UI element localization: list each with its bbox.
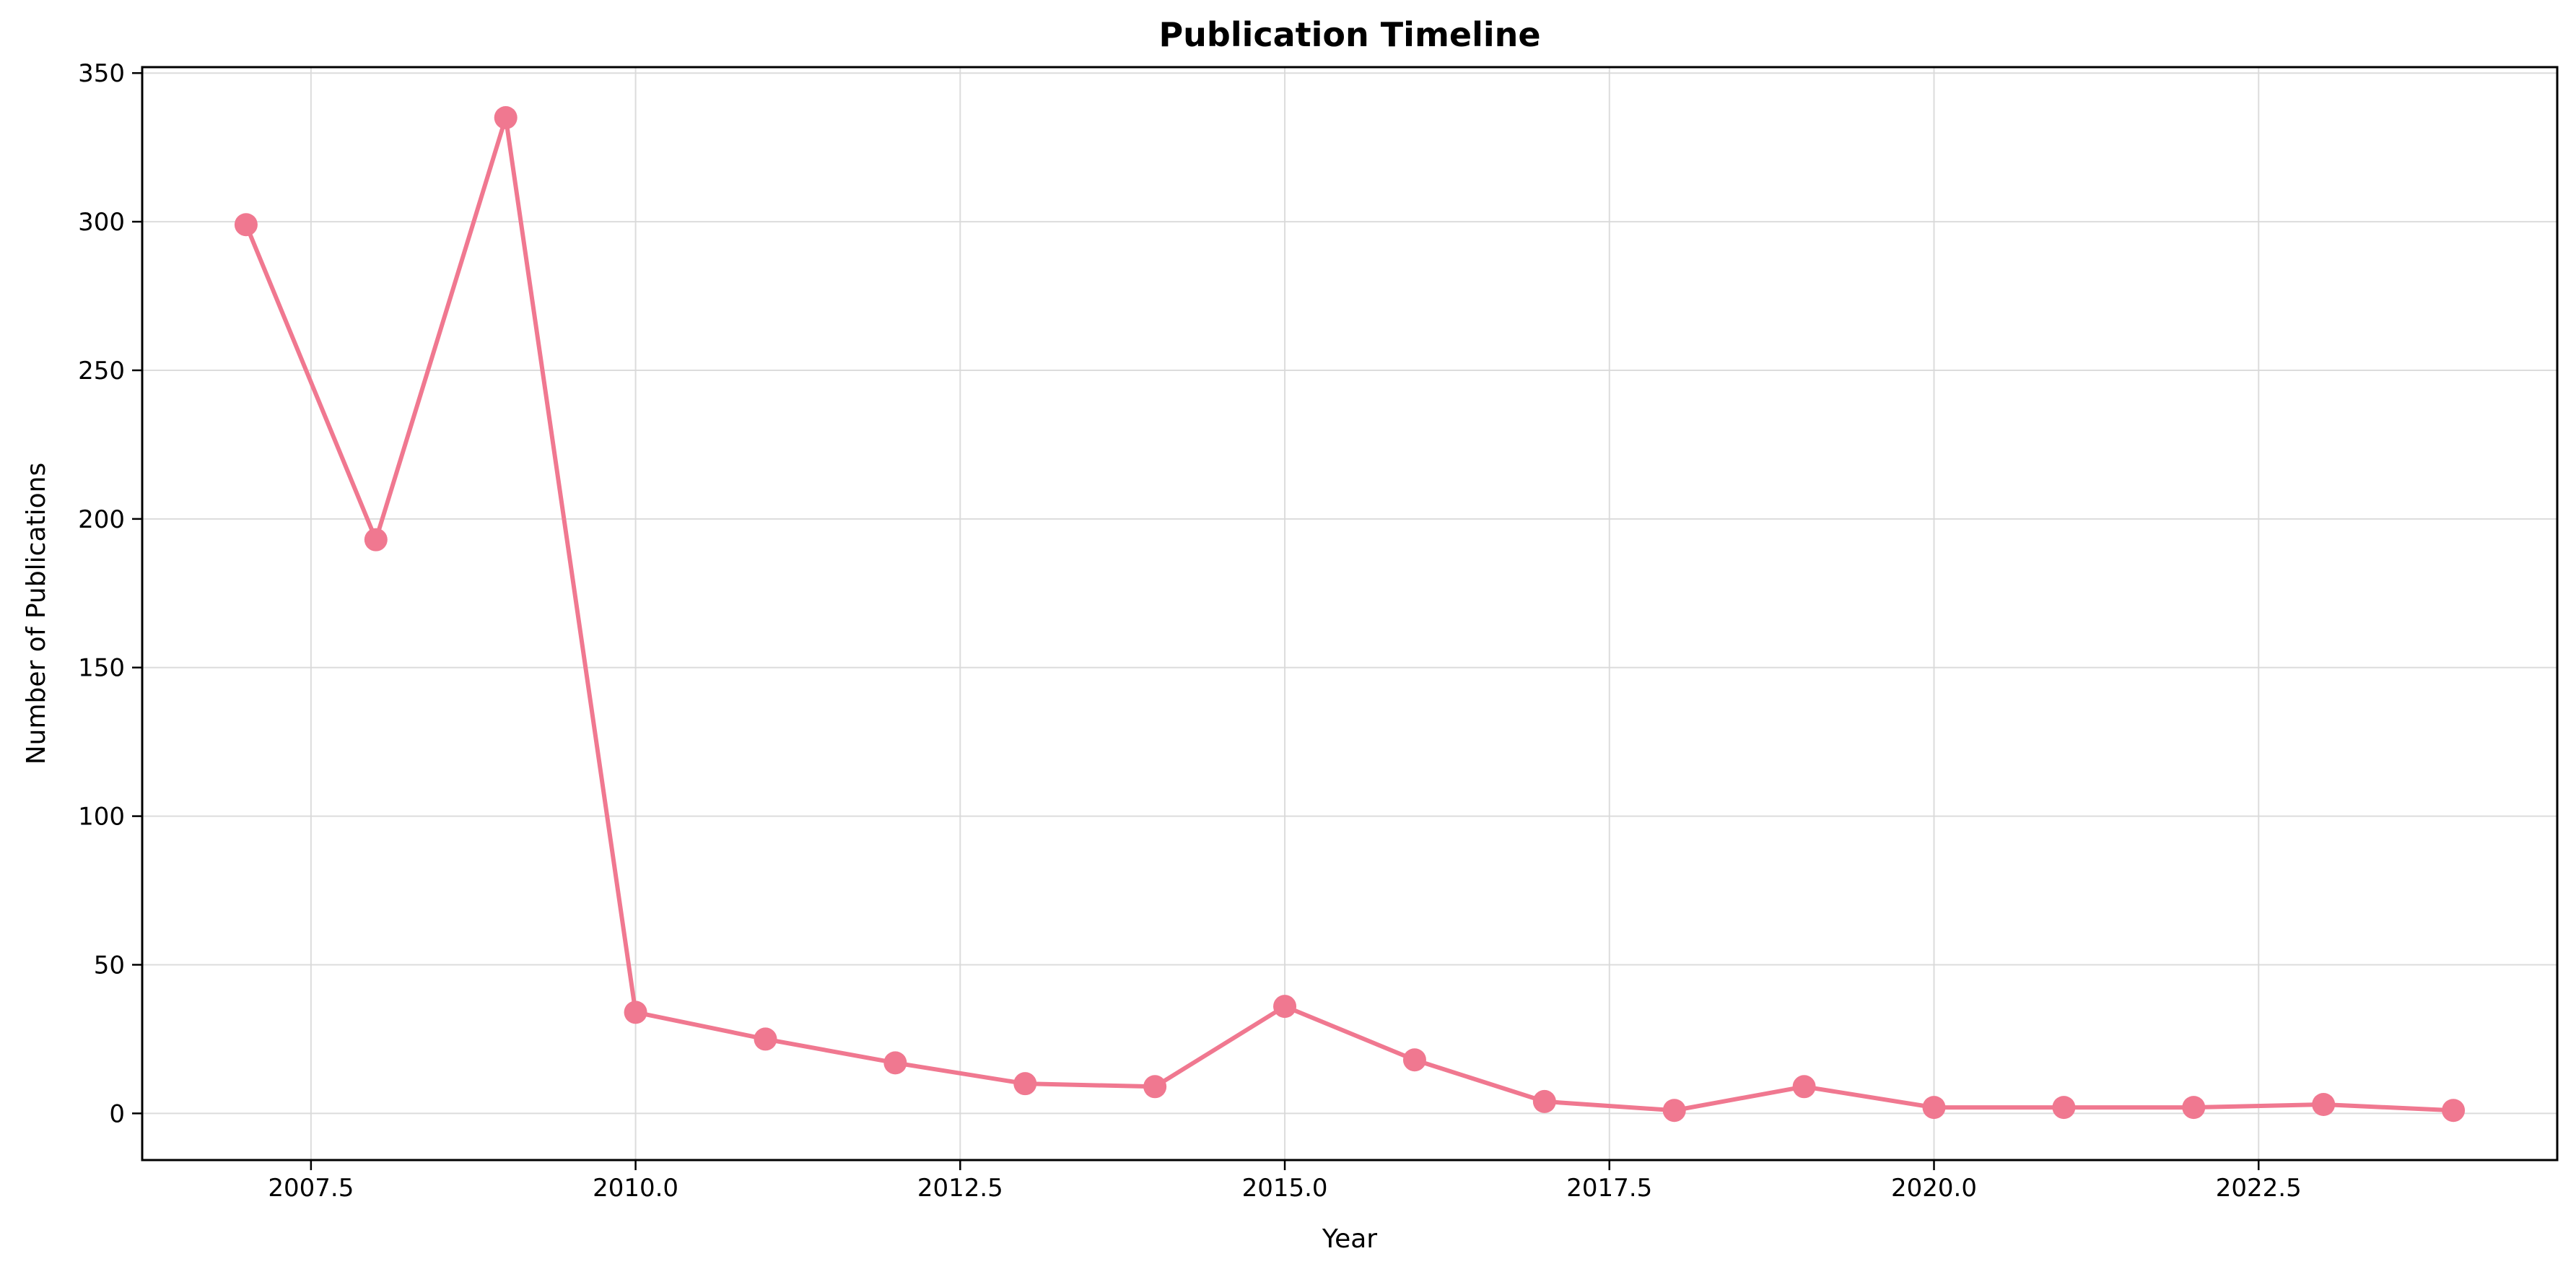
y-tick-label: 50 xyxy=(94,951,125,980)
x-tick-label: 2022.5 xyxy=(2216,1174,2302,1203)
x-tick-label: 2017.5 xyxy=(1566,1174,1652,1203)
y-tick-label: 350 xyxy=(78,59,125,88)
series-layer xyxy=(234,106,2466,1123)
data-point xyxy=(624,1001,647,1024)
data-point xyxy=(1013,1072,1037,1096)
data-point xyxy=(1402,1048,1426,1072)
data-point xyxy=(234,213,258,237)
data-point xyxy=(1143,1075,1167,1099)
data-point xyxy=(2312,1093,2336,1116)
data-point xyxy=(494,106,518,129)
x-tick-label: 2010.0 xyxy=(593,1174,678,1203)
data-point xyxy=(2442,1099,2466,1123)
series-line xyxy=(243,116,2456,1113)
data-point xyxy=(2052,1096,2076,1120)
x-tick-label: 2012.5 xyxy=(917,1174,1003,1203)
data-point xyxy=(1273,995,1297,1019)
y-tick-label: 300 xyxy=(78,208,125,237)
data-point xyxy=(1532,1089,1556,1113)
y-tick-label: 0 xyxy=(109,1099,125,1128)
x-axis-label: Year xyxy=(1322,1224,1377,1254)
data-point xyxy=(2182,1096,2206,1120)
plot-frame xyxy=(141,66,2559,1161)
x-tick-label: 2020.0 xyxy=(1891,1174,1977,1203)
data-point xyxy=(364,528,388,552)
y-tick-label: 100 xyxy=(78,803,125,832)
data-point xyxy=(1662,1099,1686,1123)
y-tick-label: 250 xyxy=(78,357,125,385)
y-tick-label: 150 xyxy=(78,654,125,683)
x-tick-label: 2007.5 xyxy=(268,1174,354,1203)
grid-layer xyxy=(142,67,2557,1160)
x-ticks-layer: 2007.5 2010.0 2012.5 2015.0 2017.5 2020.0 2022… xyxy=(268,1160,2302,1203)
data-point xyxy=(1922,1096,1946,1120)
chart-title: Publication Timeline xyxy=(1158,15,1540,54)
x-tick-label: 2015.0 xyxy=(1242,1174,1328,1203)
y-ticks-layer: 0 50 100 150 200 250 300 350 xyxy=(78,59,142,1128)
data-point xyxy=(883,1051,907,1075)
data-point xyxy=(754,1027,777,1051)
y-axis-label: Number of Publications xyxy=(22,463,51,765)
y-tick-label: 200 xyxy=(78,505,125,534)
data-point xyxy=(1792,1075,1816,1099)
